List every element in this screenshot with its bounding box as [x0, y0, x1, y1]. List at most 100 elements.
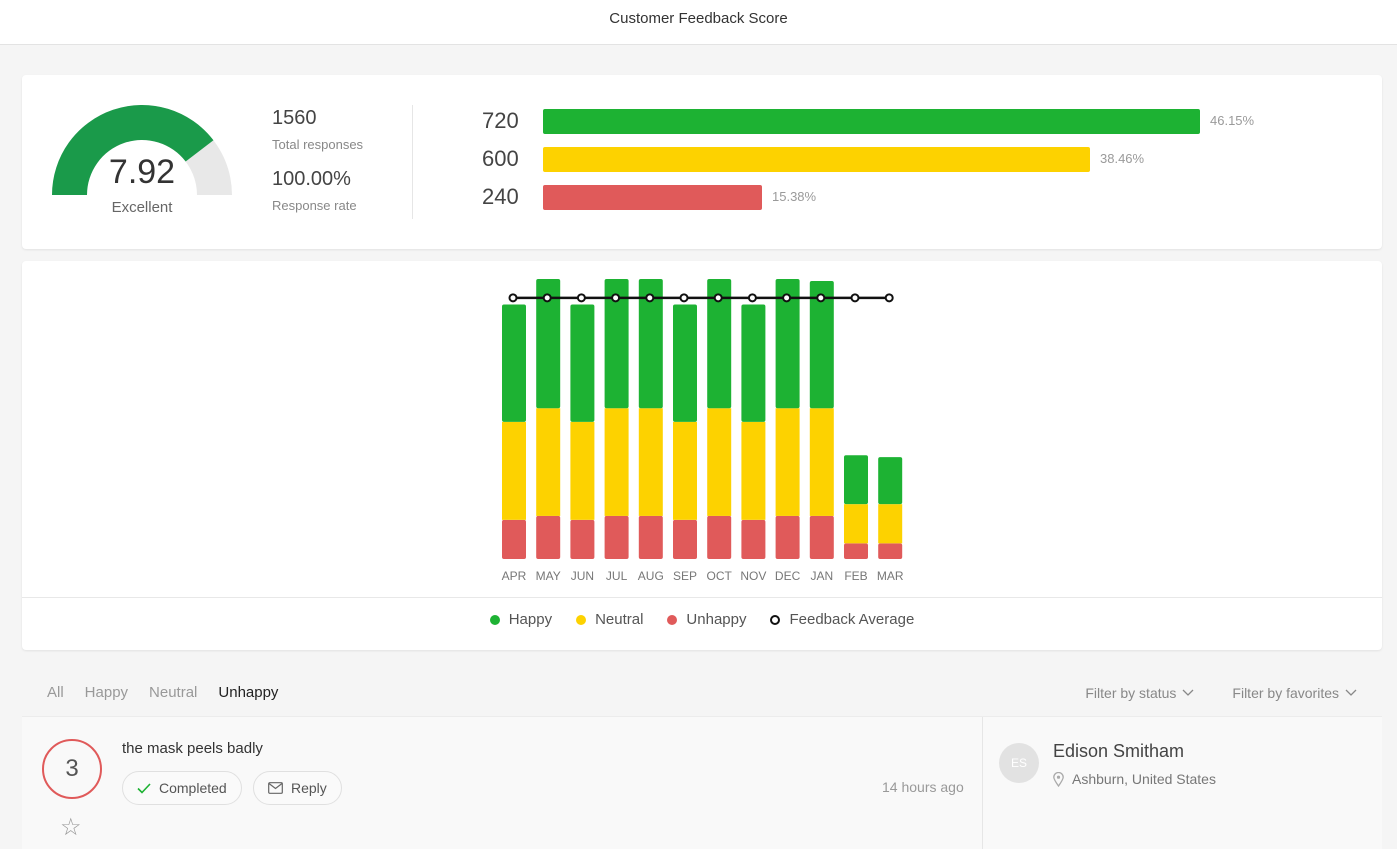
chevron-down-icon [1345, 689, 1357, 696]
bar-unhappy-jun[interactable] [570, 519, 595, 559]
bar-neutral-may[interactable] [536, 408, 561, 516]
legend-neutral-label: Neutral [595, 611, 644, 628]
neutral-dot-icon [576, 614, 587, 625]
response-rate-label: Response rate [272, 198, 357, 213]
bar-neutral-jul[interactable] [604, 408, 629, 516]
feedback-average-point[interactable] [645, 293, 655, 303]
legend-unhappy-label: Unhappy [686, 611, 747, 628]
feedback-average-point[interactable] [542, 293, 552, 303]
feedback-score-circle: 3 [42, 739, 102, 799]
bar-unhappy-mar[interactable] [878, 543, 903, 559]
filter-favorites-label: Filter by favorites [1232, 685, 1339, 701]
bar-unhappy-aug[interactable] [638, 515, 663, 559]
feedback-average-point[interactable] [850, 293, 860, 303]
filter-by-favorites[interactable]: Filter by favorites [1232, 685, 1357, 701]
bar-neutral-jun[interactable] [570, 421, 595, 520]
divider [412, 105, 413, 219]
bar-happy-feb[interactable] [844, 455, 868, 505]
x-tick-label: MAR [877, 569, 904, 583]
bar-neutral-feb[interactable] [844, 504, 868, 544]
bar-unhappy-sep[interactable] [673, 519, 697, 559]
x-tick-label: AUG [638, 569, 664, 583]
tab-happy[interactable]: Happy [84, 684, 129, 701]
legend-happy[interactable]: Happy [489, 611, 553, 628]
bar-happy-apr[interactable] [502, 304, 526, 422]
feedback-tabs: All Happy Neutral Unhappy [47, 684, 299, 718]
monthly-feedback-chart: APR MAY JUN JUL AUG SEP OCT NOV DEC JAN FEB MAR [502, 279, 904, 583]
feedback-average-point[interactable] [713, 293, 723, 303]
bar-unhappy-may[interactable] [536, 515, 561, 559]
feedback-average-point[interactable] [679, 293, 689, 303]
filter-by-status[interactable]: Filter by status [1085, 685, 1194, 701]
x-tick-label: DEC [775, 569, 801, 583]
completed-button[interactable]: Completed [122, 771, 242, 805]
bar-happy-jun[interactable] [570, 304, 595, 422]
feedback-average-point[interactable] [884, 293, 894, 303]
feedback-average-point[interactable] [816, 293, 826, 303]
unhappy-dot-icon [667, 614, 678, 625]
feedback-average-point[interactable] [782, 293, 792, 303]
tab-all[interactable]: All [47, 684, 64, 701]
feedback-average-point[interactable] [508, 293, 518, 303]
legend-neutral[interactable]: Neutral [576, 611, 643, 628]
mail-icon [268, 782, 283, 794]
bar-unhappy-jul[interactable] [604, 515, 629, 559]
bar-happy-oct[interactable] [707, 279, 732, 409]
happy-dot-icon [489, 614, 500, 625]
reply-button[interactable]: Reply [253, 771, 342, 805]
score-gauge [52, 105, 232, 195]
happy-bar [543, 109, 1200, 134]
happy-percent: 46.15% [1210, 113, 1255, 128]
x-tick-label: MAY [536, 569, 561, 583]
summary-card: 7.92 Excellent 1560 Total responses 100.… [22, 75, 1382, 249]
x-tick-label: JUL [606, 569, 628, 583]
response-rate: 100.00% [272, 168, 351, 190]
happy-count: 720 [482, 108, 519, 133]
page-title: Customer Feedback Score [609, 10, 788, 27]
customer-name[interactable]: Edison Smitham [1053, 741, 1185, 761]
feedback-average-point[interactable] [576, 293, 586, 303]
legend-unhappy[interactable]: Unhappy [667, 611, 746, 628]
bar-unhappy-apr[interactable] [502, 519, 526, 559]
location-pin-icon [1053, 771, 1064, 787]
bar-neutral-jan[interactable] [809, 408, 834, 516]
bar-happy-mar[interactable] [878, 457, 903, 505]
bar-happy-sep[interactable] [673, 304, 697, 422]
bar-unhappy-dec[interactable] [775, 515, 800, 559]
bar-neutral-oct[interactable] [707, 408, 732, 516]
feedback-score: 7.92 [108, 153, 176, 191]
monthly-chart-card: APR MAY JUN JUL AUG SEP OCT NOV DEC JAN FEB MAR Hap… [22, 261, 1382, 650]
bar-happy-jul[interactable] [604, 279, 629, 409]
bar-happy-jan[interactable] [809, 280, 834, 409]
star-icon[interactable]: ☆ [60, 814, 82, 841]
tab-neutral[interactable]: Neutral [149, 684, 198, 701]
bar-happy-nov[interactable] [741, 304, 766, 422]
bar-neutral-mar[interactable] [878, 504, 903, 544]
bar-happy-dec[interactable] [775, 279, 800, 409]
location-label: Ashburn, United States [1072, 771, 1216, 787]
x-tick-label: JAN [810, 569, 833, 583]
unhappy-count: 240 [482, 184, 519, 209]
check-icon [137, 782, 151, 794]
neutral-count: 600 [482, 146, 519, 171]
feedback-average-point[interactable] [611, 293, 621, 303]
bar-neutral-dec[interactable] [775, 408, 800, 516]
filter-status-label: Filter by status [1085, 685, 1177, 701]
bar-neutral-aug[interactable] [638, 408, 663, 516]
feedback-item: 3 ☆ the mask peels badly Completed Reply… [22, 716, 1382, 849]
x-tick-label: NOV [740, 569, 766, 583]
feedback-average-point[interactable] [747, 293, 757, 303]
bar-happy-aug[interactable] [638, 279, 663, 409]
bar-unhappy-nov[interactable] [741, 519, 766, 559]
bar-neutral-apr[interactable] [502, 421, 526, 520]
legend-happy-label: Happy [508, 611, 553, 628]
x-tick-label: SEP [673, 569, 697, 583]
bar-happy-may[interactable] [536, 279, 561, 409]
legend-average[interactable]: Feedback Average [770, 611, 914, 628]
bar-neutral-nov[interactable] [741, 421, 766, 520]
bar-neutral-sep[interactable] [673, 421, 697, 520]
bar-unhappy-jan[interactable] [809, 515, 834, 559]
bar-unhappy-oct[interactable] [707, 515, 732, 559]
tab-unhappy[interactable]: Unhappy [218, 684, 279, 718]
bar-unhappy-feb[interactable] [844, 543, 868, 559]
